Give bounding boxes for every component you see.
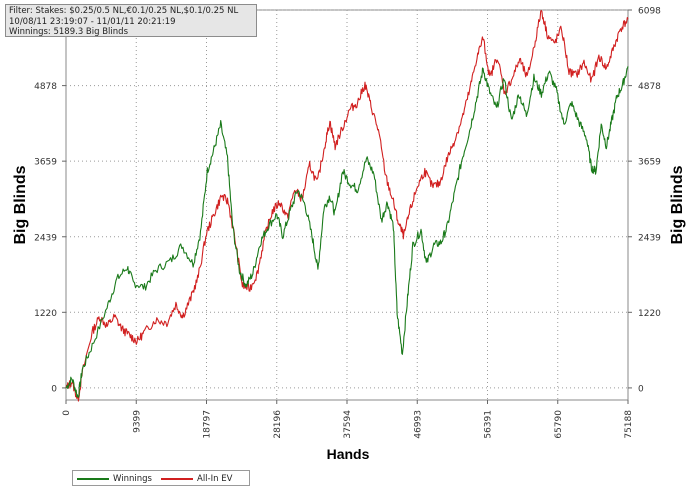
legend-swatch-allin-ev (161, 477, 193, 480)
x-tick-label: 75188 (624, 410, 634, 439)
x-tick-label: 65790 (554, 410, 564, 439)
y-tick-label-left: 2439 (34, 233, 57, 243)
x-tick-label: 37594 (343, 410, 353, 439)
legend-swatch-winnings (77, 477, 109, 480)
y-axis-label-right: Big Blinds (669, 165, 686, 244)
filter-info-box: Filter: Stakes: $0.25/0.5 NL,€0.1/0.25 N… (5, 4, 257, 37)
x-tick-label: 46993 (413, 410, 423, 439)
ticks: 0012201220243924393659365948784878609860… (34, 7, 661, 439)
y-tick-label-left: 0 (51, 384, 57, 394)
x-tick-label: 0 (62, 410, 72, 416)
y-tick-label-right: 3659 (638, 158, 661, 168)
x-tick-label: 18797 (203, 410, 213, 439)
y-tick-label-left: 1220 (34, 309, 57, 319)
series-line-winnings (65, 66, 629, 398)
legend-item-winnings: Winnings (77, 473, 152, 485)
legend-label-allin-ev: All-In EV (197, 474, 233, 484)
y-tick-label-right: 4878 (638, 82, 661, 92)
date-range-text: 10/08/11 23:19:07 - 11/01/11 20:21:19 (9, 16, 176, 27)
series-lines (65, 10, 629, 402)
legend-label-winnings: Winnings (113, 474, 152, 484)
series-line-allin-ev (65, 10, 629, 402)
y-tick-label-left: 4878 (34, 82, 57, 92)
legend: Winnings All-In EV (72, 470, 250, 486)
y-tick-label-right: 1220 (638, 309, 661, 319)
grid (66, 9, 628, 400)
y-tick-label-right: 0 (638, 384, 644, 394)
legend-item-allin-ev: All-In EV (161, 473, 232, 485)
y-tick-label-right: 6098 (638, 7, 661, 17)
x-tick-label: 9399 (132, 410, 142, 433)
filter-text: Filter: Stakes: $0.25/0.5 NL,€0.1/0.25 N… (9, 6, 239, 16)
x-axis-label: Hands (327, 446, 370, 462)
y-axis-label-left: Big Blinds (12, 165, 29, 244)
x-tick-label: 28196 (273, 410, 283, 439)
y-tick-label-left: 3659 (34, 158, 57, 168)
y-tick-label-right: 2439 (638, 233, 661, 243)
x-tick-label: 56391 (484, 410, 494, 439)
winnings-text: Winnings: 5189.3 Big Blinds (9, 27, 128, 37)
plot-frame (65, 9, 629, 401)
